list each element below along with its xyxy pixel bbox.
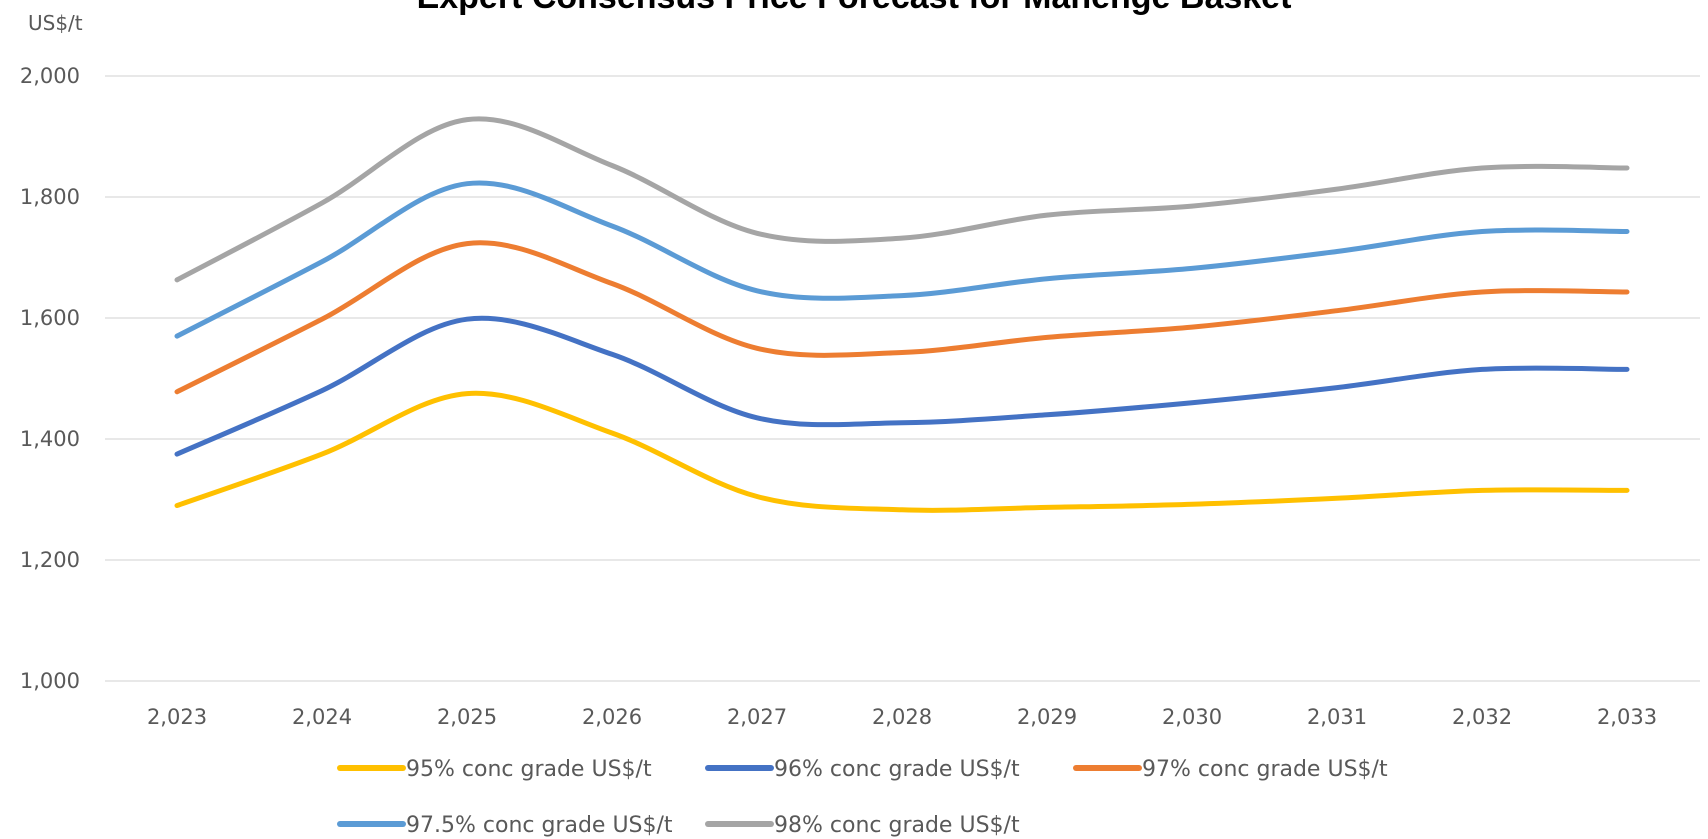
x-axis-tick-labels: 2,023 2,024 2,025 2,026 2,027 2,028 2,029 2,030… — [147, 705, 1657, 729]
legend-item-0: 95% conc grade US$/t — [337, 757, 652, 782]
x-tick-label: 2,032 — [1452, 705, 1512, 729]
y-tick-label: 1,400 — [20, 427, 80, 451]
legend-label: 95% conc grade US$/t — [406, 757, 652, 782]
y-tick-label: 1,600 — [20, 306, 80, 330]
x-tick-label: 2,028 — [872, 705, 932, 729]
gridlines — [105, 75, 1700, 682]
y-tick-label: 2,000 — [20, 64, 80, 88]
x-tick-label: 2,024 — [292, 705, 352, 729]
legend-label: 97.5% conc grade US$/t — [406, 813, 673, 838]
series-line-1 — [174, 315, 1630, 457]
x-tick-label: 2,025 — [437, 705, 497, 729]
series-line-0 — [174, 390, 1630, 513]
x-tick-label: 2,029 — [1017, 705, 1077, 729]
legend-label: 97% conc grade US$/t — [1142, 757, 1388, 782]
y-tick-label: 1,000 — [20, 669, 80, 693]
y-tick-label: 1,800 — [20, 185, 80, 209]
y-axis-unit-label: US$/t — [28, 11, 83, 35]
x-tick-label: 2,027 — [727, 705, 787, 729]
x-tick-label: 2,023 — [147, 705, 207, 729]
chart-title: Expert Consensus Price Forecast for Mahe… — [417, 0, 1292, 16]
series-line-2 — [174, 240, 1630, 395]
series-line-3 — [174, 180, 1630, 339]
x-tick-label: 2,030 — [1162, 705, 1222, 729]
y-tick-label: 1,200 — [20, 548, 80, 572]
legend-label: 98% conc grade US$/t — [774, 813, 1020, 838]
y-axis-tick-labels: 1,000 1,200 1,400 1,600 1,800 2,000 — [20, 64, 80, 693]
series-lines — [174, 116, 1630, 513]
legend-item-1: 96% conc grade US$/t — [705, 757, 1020, 782]
legend-item-3: 97.5% conc grade US$/t — [337, 813, 673, 838]
legend: 95% conc grade US$/t 96% conc grade US$/t… — [337, 757, 1388, 838]
x-tick-label: 2,031 — [1307, 705, 1367, 729]
legend-label: 96% conc grade US$/t — [774, 757, 1020, 782]
series-line-4 — [174, 116, 1630, 283]
x-tick-label: 2,026 — [582, 705, 642, 729]
x-tick-label: 2,033 — [1597, 705, 1657, 729]
legend-item-2: 97% conc grade US$/t — [1073, 757, 1388, 782]
legend-item-4: 98% conc grade US$/t — [705, 813, 1020, 838]
